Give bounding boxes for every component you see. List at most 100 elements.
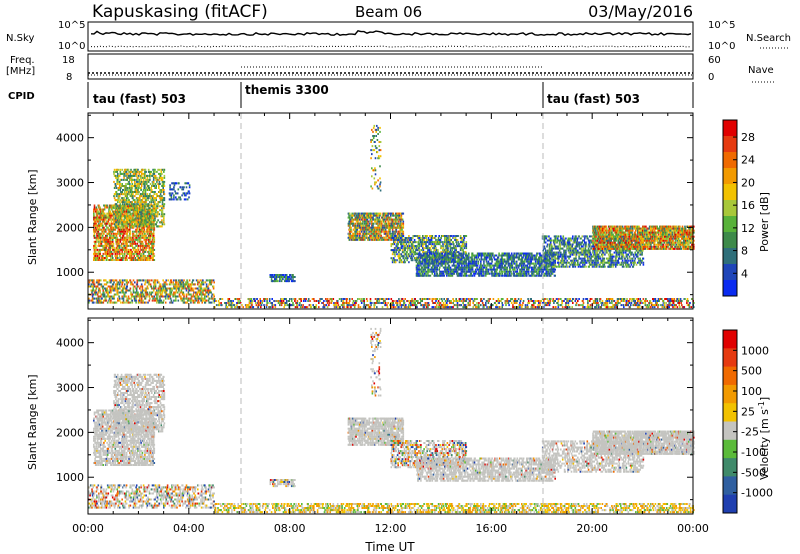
echo-pixel [123, 293, 126, 296]
echo-pixel [139, 279, 142, 282]
echo-pixel [478, 302, 480, 304]
echo-pixel [144, 185, 146, 187]
echo-pixel [142, 259, 145, 261]
echo-pixel [162, 180, 164, 183]
echo-pixel [163, 180, 166, 183]
echo-pixel [305, 298, 307, 300]
echo-pixel [94, 255, 97, 257]
echo-pixel [113, 234, 116, 237]
echo-pixel [374, 220, 377, 223]
echo-pixel [182, 291, 185, 294]
echo-pixel [117, 209, 120, 212]
echo-pixel [182, 188, 185, 191]
echo-pixel [98, 226, 101, 229]
echo-pixel [149, 242, 152, 245]
echo-pixel [215, 304, 218, 307]
echo-pixel [91, 299, 94, 302]
cpid-mode-3: tau (fast) 503 [547, 92, 640, 106]
echo-pixel [94, 244, 97, 247]
echo-pixel [489, 298, 491, 300]
echo-pixel [118, 299, 121, 302]
echo-pixel [519, 302, 521, 304]
echo-pixel [527, 300, 530, 302]
echo-pixel [109, 242, 111, 245]
echo-pixel [127, 213, 129, 216]
echo-pixel [175, 297, 177, 300]
echo-pixel [106, 204, 108, 207]
echo-pixel [171, 289, 173, 292]
echo-pixel [183, 295, 185, 298]
echo-pixel [442, 302, 445, 304]
echo-pixel [554, 300, 556, 302]
echo-pixel [133, 168, 135, 171]
echo-pixel [100, 283, 103, 286]
echo-pixel [102, 252, 105, 255]
echo-pixel [116, 240, 118, 243]
echo-pixel [369, 298, 372, 300]
echo-pixel [190, 285, 192, 288]
echo-pixel [103, 226, 105, 229]
echo-pixel [498, 302, 500, 304]
echo-pixel [175, 291, 177, 294]
echo-pixel [595, 306, 597, 309]
echo-pixel [141, 212, 144, 215]
echo-pixel [117, 289, 119, 292]
echo-pixel [141, 236, 144, 239]
echo-pixel [225, 304, 227, 307]
echo-pixel [136, 226, 139, 229]
echo-pixel [435, 306, 438, 309]
echo-pixel [139, 176, 142, 179]
echo-pixel [121, 199, 123, 202]
echo-pixel [656, 302, 658, 304]
echo-pixel [145, 301, 147, 304]
echo-pixel [323, 306, 326, 309]
echo-pixel [492, 298, 495, 300]
echo-pixel [359, 230, 361, 233]
echo-pixel [142, 178, 145, 181]
echo-pixel [138, 225, 140, 228]
echo-pixel [127, 219, 129, 222]
echo-pixel [153, 205, 156, 208]
echo-pixel [120, 285, 123, 288]
echo-pixel [384, 300, 386, 302]
echo-pixel [116, 170, 118, 173]
echo-pixel [301, 306, 304, 309]
echo-pixel [103, 259, 105, 261]
echo-pixel [132, 242, 134, 245]
echo-pixel [117, 189, 120, 191]
echo-pixel [637, 298, 640, 300]
echo-pixel [190, 293, 192, 296]
echo-pixel [110, 242, 113, 245]
echo-pixel [143, 236, 146, 239]
echo-pixel [101, 212, 104, 215]
echo-pixel [113, 207, 115, 210]
echo-pixel [109, 252, 111, 255]
echo-pixel [140, 215, 142, 218]
echo-pixel [127, 183, 130, 185]
echo-pixel [116, 291, 118, 294]
echo-pixel [137, 197, 139, 200]
echo-pixel [628, 300, 631, 302]
echo-pixel [154, 279, 157, 282]
echo-pixel [122, 299, 125, 302]
echo-pixel [120, 236, 122, 239]
echo-pixel [101, 208, 103, 211]
echo-pixel [567, 298, 569, 300]
echo-pixel [131, 178, 134, 181]
echo-pixel [115, 287, 117, 290]
echo-pixel [259, 302, 261, 304]
echo-pixel [459, 300, 461, 302]
echo-pixel [299, 306, 302, 309]
echo-pixel [93, 257, 95, 259]
echo-pixel [150, 203, 152, 206]
echo-pixel [141, 240, 144, 243]
echo-pixel [471, 298, 473, 300]
echo-pixel [574, 300, 577, 302]
echo-pixel [307, 298, 310, 300]
echo-pixel [129, 287, 132, 290]
echo-pixel [100, 224, 103, 227]
echo-pixel [99, 250, 101, 253]
echo-pixel [130, 250, 132, 253]
echo-pixel [161, 211, 164, 214]
echo-pixel [180, 283, 183, 286]
